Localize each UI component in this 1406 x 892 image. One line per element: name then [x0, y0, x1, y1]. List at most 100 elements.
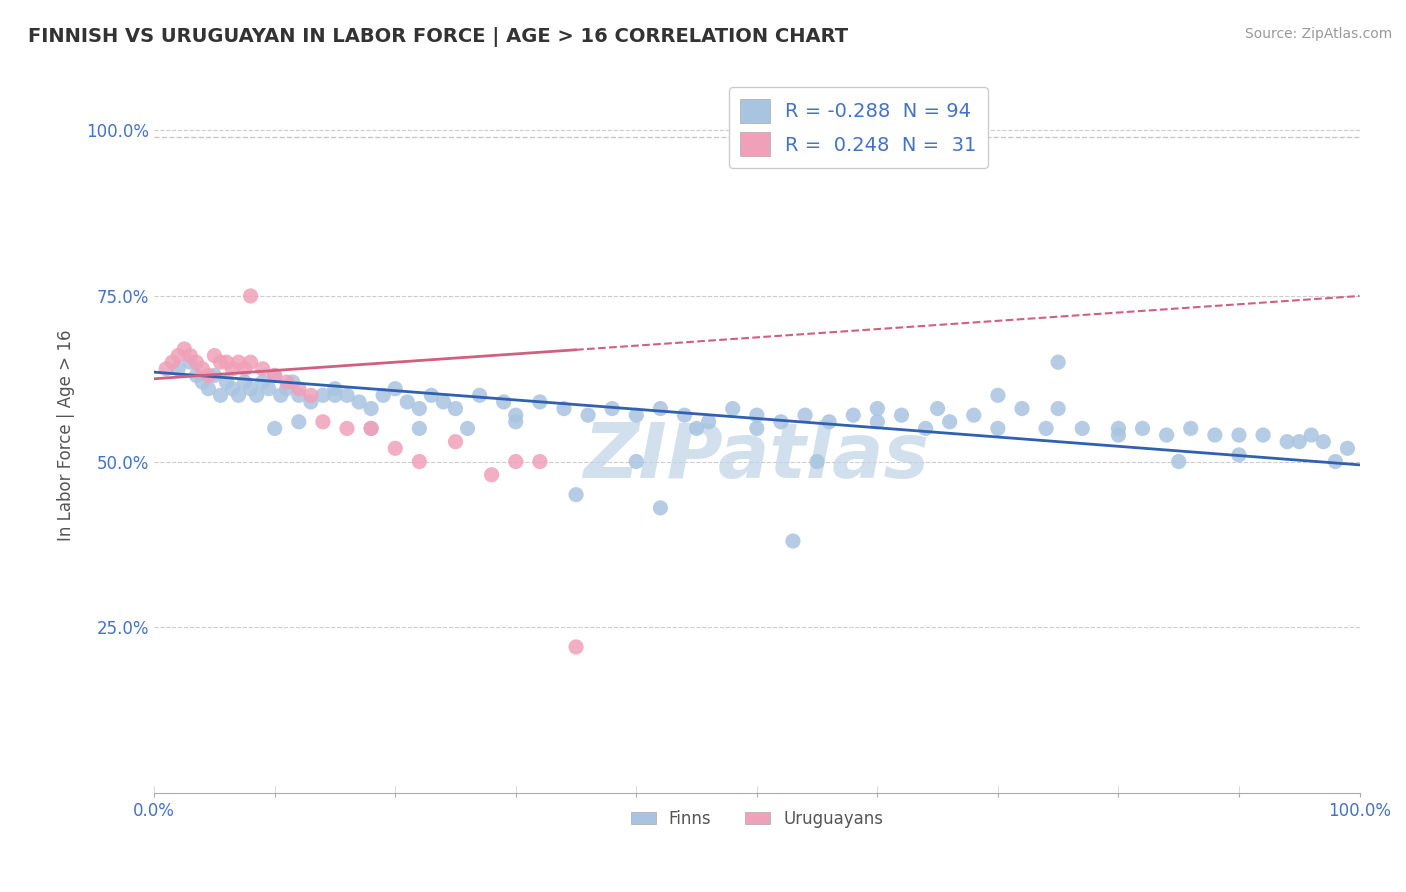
Point — [384, 382, 406, 396]
Point — [1227, 448, 1250, 462]
Point — [685, 421, 707, 435]
Point — [288, 388, 311, 402]
Point — [155, 361, 177, 376]
Point — [1071, 421, 1094, 435]
Point — [233, 361, 256, 376]
Point — [215, 375, 238, 389]
Point — [312, 388, 335, 402]
Point — [167, 349, 190, 363]
Point — [806, 454, 828, 468]
Text: Source: ZipAtlas.com: Source: ZipAtlas.com — [1244, 27, 1392, 41]
Point — [221, 361, 243, 376]
Point — [938, 415, 960, 429]
Point — [1251, 428, 1274, 442]
Point — [263, 368, 285, 383]
Point — [1227, 428, 1250, 442]
Point — [1047, 355, 1070, 369]
Point — [228, 388, 250, 402]
Point — [769, 415, 792, 429]
Point — [963, 408, 986, 422]
Point — [842, 408, 865, 422]
Point — [197, 368, 219, 383]
Point — [263, 368, 285, 383]
Point — [626, 454, 648, 468]
Point — [1180, 421, 1202, 435]
Point — [697, 415, 720, 429]
Point — [288, 382, 311, 396]
Point — [186, 355, 208, 369]
Point — [299, 395, 322, 409]
Point — [239, 289, 262, 303]
Point — [239, 355, 262, 369]
Point — [553, 401, 575, 416]
Point — [987, 421, 1010, 435]
Point — [191, 375, 214, 389]
Point — [420, 388, 443, 402]
Point — [281, 375, 304, 389]
Point — [890, 408, 912, 422]
Point — [1312, 434, 1334, 449]
Point — [384, 442, 406, 456]
Point — [745, 421, 768, 435]
Point — [336, 388, 359, 402]
Point — [987, 388, 1010, 402]
Point — [408, 454, 430, 468]
Point — [1324, 454, 1347, 468]
Point — [179, 349, 201, 363]
Point — [529, 454, 551, 468]
Point — [288, 415, 311, 429]
Point — [299, 388, 322, 402]
Text: ZIPatlas: ZIPatlas — [583, 419, 929, 493]
Point — [481, 467, 503, 482]
Point — [239, 382, 262, 396]
Point — [444, 401, 467, 416]
Point — [576, 408, 599, 422]
Point — [866, 401, 889, 416]
Point — [160, 355, 183, 369]
Point — [186, 368, 208, 383]
Point — [1047, 401, 1070, 416]
Point — [1288, 434, 1310, 449]
Point — [866, 415, 889, 429]
Point — [360, 421, 382, 435]
Point — [1301, 428, 1323, 442]
Point — [1107, 421, 1129, 435]
Point — [228, 355, 250, 369]
Point — [191, 361, 214, 376]
Point — [1011, 401, 1033, 416]
Point — [444, 434, 467, 449]
Point — [179, 355, 201, 369]
Point — [312, 415, 335, 429]
Point — [1336, 442, 1358, 456]
Point — [505, 454, 527, 468]
Point — [565, 488, 588, 502]
Point — [209, 388, 232, 402]
Point — [323, 382, 346, 396]
Point — [408, 421, 430, 435]
Point — [1156, 428, 1178, 442]
Text: FINNISH VS URUGUAYAN IN LABOR FORCE | AGE > 16 CORRELATION CHART: FINNISH VS URUGUAYAN IN LABOR FORCE | AG… — [28, 27, 848, 46]
Point — [529, 395, 551, 409]
Point — [221, 382, 243, 396]
Legend: Finns, Uruguayans: Finns, Uruguayans — [624, 803, 890, 834]
Point — [914, 421, 936, 435]
Point — [360, 401, 382, 416]
Point — [721, 401, 744, 416]
Point — [396, 395, 419, 409]
Point — [1275, 434, 1298, 449]
Y-axis label: In Labor Force | Age > 16: In Labor Force | Age > 16 — [58, 329, 75, 541]
Point — [173, 342, 195, 356]
Point — [745, 408, 768, 422]
Point — [492, 395, 515, 409]
Point — [1167, 454, 1189, 468]
Point — [1204, 428, 1226, 442]
Point — [650, 500, 672, 515]
Point — [927, 401, 949, 416]
Point — [246, 388, 269, 402]
Point — [209, 355, 232, 369]
Point — [270, 388, 292, 402]
Point — [373, 388, 395, 402]
Point — [468, 388, 491, 402]
Point — [323, 388, 346, 402]
Point — [252, 361, 274, 376]
